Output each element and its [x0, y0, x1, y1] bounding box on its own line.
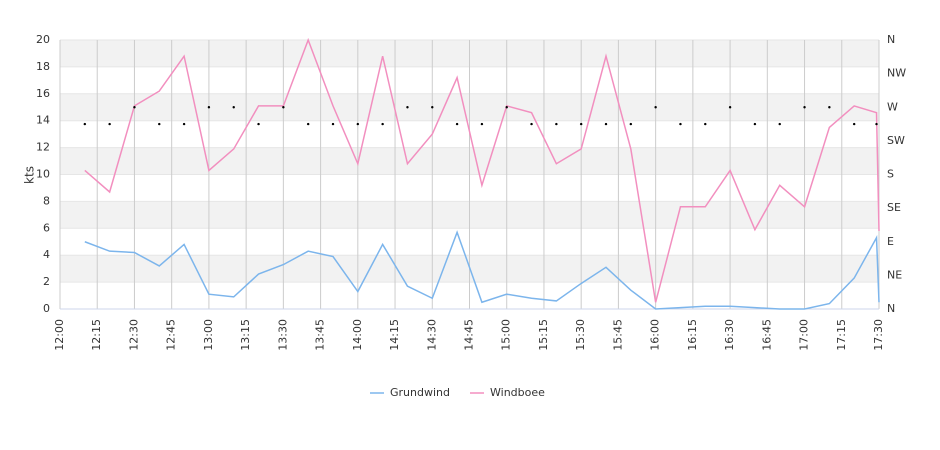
direction-dot	[182, 122, 186, 126]
x-tick-label: 12:45	[165, 319, 178, 351]
direction-dot	[158, 122, 161, 126]
x-tick-label: 12:15	[90, 319, 103, 351]
direction-dot	[306, 122, 310, 126]
direction-dot	[803, 106, 806, 109]
series-line	[84, 230, 880, 310]
x-tick-label: 12:00	[53, 319, 66, 351]
direction-dot	[455, 122, 459, 126]
x-tick-label: 13:45	[314, 319, 327, 351]
direction-dot	[852, 122, 856, 126]
direction-dot	[728, 106, 732, 109]
y-tick-label: 14	[36, 114, 50, 127]
y-tick-label: 0	[43, 302, 50, 315]
y2-tick-label: N	[887, 302, 895, 315]
x-tick-label: 15:00	[500, 319, 513, 351]
legend-label: Grundwind	[390, 386, 450, 399]
x-tick-label: 17:15	[835, 319, 848, 351]
direction-dot	[381, 122, 384, 126]
x-tick-label: 15:15	[537, 319, 550, 351]
y-tick-label: 12	[36, 141, 50, 154]
x-tick-label: 16:15	[686, 319, 699, 351]
direction-dot	[331, 122, 335, 126]
direction-dot	[753, 122, 757, 126]
direction-dot	[133, 106, 136, 109]
direction-dot	[83, 122, 87, 126]
x-tick-label: 16:00	[649, 319, 662, 351]
x-tick-label: 14:45	[463, 319, 476, 351]
y-tick-label: 20	[36, 33, 50, 46]
y2-tick-label: S	[887, 168, 894, 181]
y-tick-label: 2	[43, 275, 50, 288]
direction-dot	[679, 122, 682, 126]
direction-dot	[629, 122, 633, 126]
y-tick-label: 4	[43, 248, 50, 261]
direction-dot	[406, 106, 409, 109]
y-tick-label: 8	[43, 194, 50, 207]
direction-dot	[108, 122, 111, 126]
direction-dot	[654, 106, 657, 109]
y2-tick-label: SW	[887, 134, 905, 147]
direction-dot	[356, 122, 360, 126]
y-tick-label: 18	[36, 60, 50, 73]
y2-tick-label: N	[887, 33, 895, 46]
direction-dot	[828, 106, 831, 109]
x-tick-label: 12:30	[127, 319, 140, 351]
y-tick-label: 10	[36, 168, 50, 181]
direction-dot	[257, 122, 260, 126]
x-tick-label: 14:30	[425, 319, 438, 351]
y-axis-label: kts	[23, 166, 37, 184]
direction-dot	[579, 122, 583, 126]
x-tick-label: 14:15	[388, 319, 401, 351]
x-tick-label: 16:30	[723, 319, 736, 351]
direction-dot	[505, 106, 508, 109]
y2-tick-label: E	[887, 235, 894, 248]
y2-tick-label: NE	[887, 268, 902, 281]
direction-dot	[282, 106, 285, 109]
direction-dot	[604, 122, 608, 126]
x-tick-label: 15:45	[611, 319, 624, 351]
y2-tick-label: NW	[887, 67, 906, 80]
x-tick-label: 13:15	[239, 319, 252, 351]
y-tick-label: 6	[43, 221, 50, 234]
direction-dot	[555, 122, 558, 126]
x-tick-label: 16:45	[760, 319, 773, 351]
x-tick-label: 17:30	[872, 319, 885, 351]
direction-dot	[431, 106, 434, 109]
y2-tick-label: SE	[887, 201, 901, 214]
direction-dot	[778, 122, 781, 126]
x-tick-label: 13:30	[276, 319, 289, 351]
x-tick-label: 15:30	[574, 319, 587, 351]
x-tick-label: 13:00	[202, 319, 215, 351]
legend-label: Windboee	[490, 386, 545, 399]
direction-dot	[232, 106, 235, 109]
y-tick-label: 16	[36, 87, 50, 100]
direction-dot	[480, 122, 484, 126]
x-tick-label: 17:00	[798, 319, 811, 351]
direction-dot	[704, 122, 707, 126]
y2-tick-label: W	[887, 100, 898, 113]
direction-dot	[875, 122, 878, 126]
x-tick-label: 14:00	[351, 319, 364, 351]
direction-dot	[530, 122, 533, 126]
series-line	[84, 37, 880, 303]
direction-dot	[207, 106, 211, 109]
